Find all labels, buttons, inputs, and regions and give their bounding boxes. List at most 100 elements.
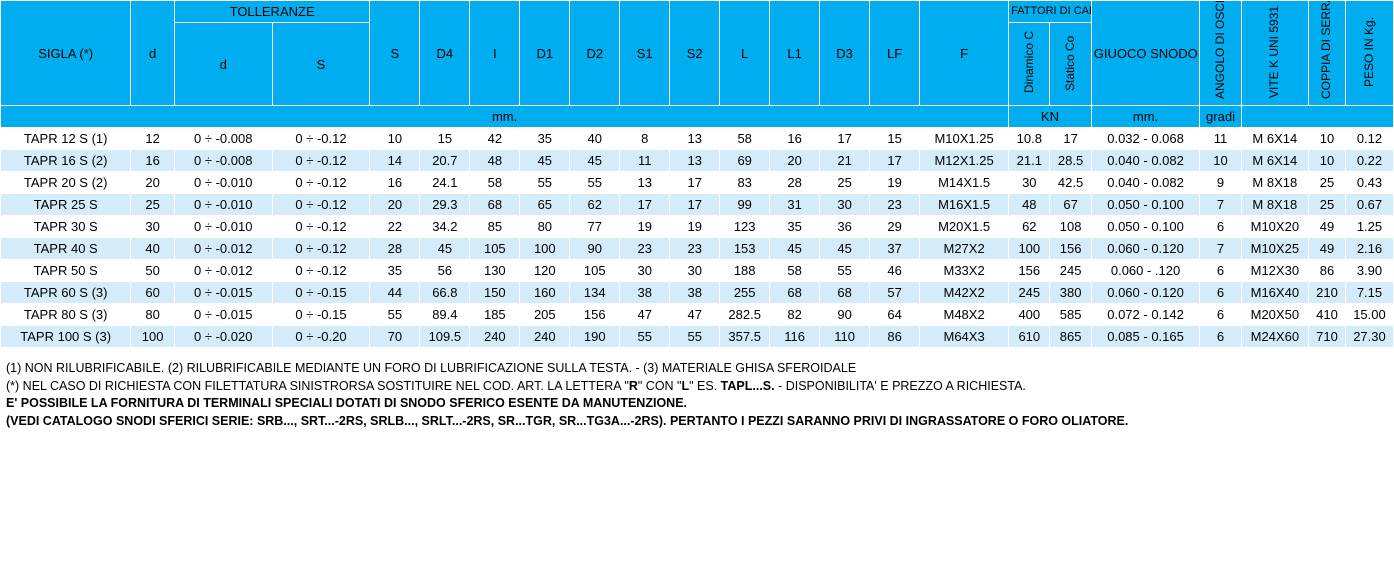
- cell-C: 245: [1009, 282, 1050, 304]
- cell-sigla: TAPR 100 S (3): [1, 326, 131, 348]
- cell-peso: 1.25: [1345, 216, 1393, 238]
- cell-Co: 28.5: [1050, 150, 1091, 172]
- cell-D2: 134: [570, 282, 620, 304]
- cell-S1: 55: [620, 326, 670, 348]
- cell-L: 188: [720, 260, 770, 282]
- cell-D2: 62: [570, 194, 620, 216]
- cell-ang: 6: [1200, 282, 1241, 304]
- unit-mm: mm.: [1, 106, 1009, 128]
- cell-ts: 0 ÷ -0.12: [272, 238, 370, 260]
- cell-LF: 57: [870, 282, 920, 304]
- cell-F: M14X1.5: [920, 172, 1009, 194]
- cell-cop: 210: [1309, 282, 1346, 304]
- cell-F: M20X1.5: [920, 216, 1009, 238]
- cell-Co: 585: [1050, 304, 1091, 326]
- cell-C: 48: [1009, 194, 1050, 216]
- cell-I: 240: [470, 326, 520, 348]
- cell-peso: 0.12: [1345, 128, 1393, 150]
- cell-S: 22: [370, 216, 420, 238]
- cell-vite: M20X50: [1241, 304, 1308, 326]
- cell-LF: 46: [870, 260, 920, 282]
- cell-LF: 17: [870, 150, 920, 172]
- cell-ts: 0 ÷ -0.12: [272, 150, 370, 172]
- cell-I: 58: [470, 172, 520, 194]
- hdr-statico: Statico Co: [1050, 23, 1091, 106]
- cell-S1: 13: [620, 172, 670, 194]
- cell-ang: 6: [1200, 304, 1241, 326]
- cell-td: 0 ÷ -0.008: [174, 128, 272, 150]
- cell-I: 68: [470, 194, 520, 216]
- cell-D4: 56: [420, 260, 470, 282]
- cell-I: 48: [470, 150, 520, 172]
- hdr-vitek: VITE K UNI 5931: [1241, 1, 1308, 106]
- cell-D3: 30: [820, 194, 870, 216]
- cell-d: 16: [131, 150, 174, 172]
- cell-L: 69: [720, 150, 770, 172]
- note-1: (1) NON RILUBRIFICABILE. (2) RILUBRIFICA…: [6, 360, 1388, 378]
- cell-L: 282.5: [720, 304, 770, 326]
- note-2: (*) NEL CASO DI RICHIESTA CON FILETTATUR…: [6, 378, 1388, 396]
- cell-ang: 7: [1200, 238, 1241, 260]
- cell-F: M27X2: [920, 238, 1009, 260]
- table-header: SIGLA (*) d TOLLERANZE S D4 I D1 D2 S1 S…: [1, 1, 1394, 128]
- cell-L: 83: [720, 172, 770, 194]
- cell-D2: 55: [570, 172, 620, 194]
- cell-D4: 45: [420, 238, 470, 260]
- hdr-D3: D3: [820, 1, 870, 106]
- cell-D3: 21: [820, 150, 870, 172]
- cell-D1: 80: [520, 216, 570, 238]
- hdr-L1: L1: [770, 1, 820, 106]
- cell-Co: 156: [1050, 238, 1091, 260]
- cell-S1: 38: [620, 282, 670, 304]
- cell-L1: 68: [770, 282, 820, 304]
- cell-Co: 380: [1050, 282, 1091, 304]
- cell-C: 30: [1009, 172, 1050, 194]
- hdr-D2: D2: [570, 1, 620, 106]
- cell-cop: 10: [1309, 150, 1346, 172]
- cell-d: 80: [131, 304, 174, 326]
- cell-Co: 42.5: [1050, 172, 1091, 194]
- cell-D3: 45: [820, 238, 870, 260]
- cell-sigla: TAPR 20 S (2): [1, 172, 131, 194]
- cell-vite: M 8X18: [1241, 172, 1308, 194]
- cell-ts: 0 ÷ -0.12: [272, 260, 370, 282]
- cell-C: 156: [1009, 260, 1050, 282]
- cell-L: 357.5: [720, 326, 770, 348]
- cell-LF: 37: [870, 238, 920, 260]
- cell-S: 14: [370, 150, 420, 172]
- cell-D4: 66.8: [420, 282, 470, 304]
- cell-d: 30: [131, 216, 174, 238]
- cell-S1: 30: [620, 260, 670, 282]
- cell-S1: 11: [620, 150, 670, 172]
- hdr-S1: S1: [620, 1, 670, 106]
- cell-giuoco: 0.060 - .120: [1091, 260, 1200, 282]
- cell-sigla: TAPR 60 S (3): [1, 282, 131, 304]
- cell-cop: 49: [1309, 238, 1346, 260]
- cell-L: 153: [720, 238, 770, 260]
- cell-ts: 0 ÷ -0.20: [272, 326, 370, 348]
- cell-d: 20: [131, 172, 174, 194]
- cell-Co: 67: [1050, 194, 1091, 216]
- cell-peso: 0.22: [1345, 150, 1393, 172]
- hdr-angolo: ANGOLO DI OSCILLAZIONE α: [1200, 1, 1241, 106]
- cell-ts: 0 ÷ -0.12: [272, 172, 370, 194]
- hdr-tol-s: S: [272, 23, 370, 106]
- hdr-F: F: [920, 1, 1009, 106]
- cell-D3: 68: [820, 282, 870, 304]
- cell-D1: 35: [520, 128, 570, 150]
- cell-S2: 17: [670, 172, 720, 194]
- cell-D4: 20.7: [420, 150, 470, 172]
- cell-I: 130: [470, 260, 520, 282]
- table-row: TAPR 16 S (2)160 ÷ -0.0080 ÷ -0.121420.7…: [1, 150, 1394, 172]
- cell-d: 40: [131, 238, 174, 260]
- cell-ang: 6: [1200, 260, 1241, 282]
- cell-D4: 109.5: [420, 326, 470, 348]
- hdr-LF: LF: [870, 1, 920, 106]
- table-row: TAPR 12 S (1)120 ÷ -0.0080 ÷ -0.12101542…: [1, 128, 1394, 150]
- cell-F: M16X1.5: [920, 194, 1009, 216]
- cell-Co: 865: [1050, 326, 1091, 348]
- unit-kn: KN: [1009, 106, 1092, 128]
- cell-sigla: TAPR 25 S: [1, 194, 131, 216]
- hdr-fattori: FATTORI DI CARICO LIMITE: [1009, 1, 1092, 23]
- cell-giuoco: 0.032 - 0.068: [1091, 128, 1200, 150]
